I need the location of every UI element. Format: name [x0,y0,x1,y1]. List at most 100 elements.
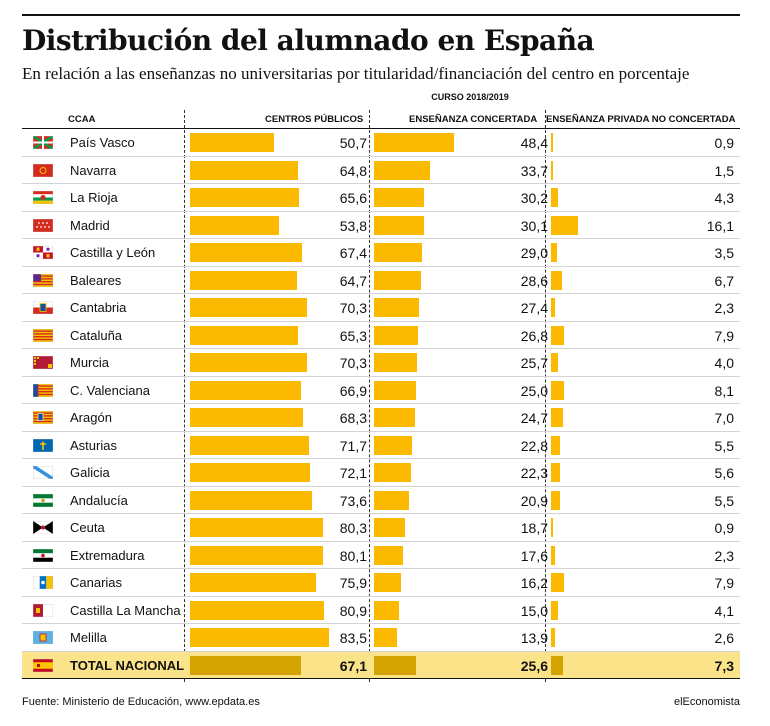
data-label-series-1: 29,0 [520,245,548,261]
region-name: País Vasco [70,135,135,150]
data-label-series-1: 30,1 [520,217,548,234]
melilla-flag-icon [33,631,53,644]
region-name: Canarias [70,575,123,590]
data-label-series-0: 67,1 [339,657,367,674]
table-row: Madrid 53,8 30,1 16,1 [22,212,740,239]
bar-series-2 [551,490,561,510]
bar-series-0 [190,353,307,372]
bar-series-1 [374,628,398,647]
aragon-flag-icon [33,411,53,424]
canarias-flag-icon [33,576,53,589]
table-row: Melilla 83,5 13,9 2,6 [22,624,740,652]
data-label-series-1: 27,4 [520,300,548,316]
table-row: Castilla La Mancha 80,9 15,0 4,1 [22,597,740,624]
data-label-series-2: 7,3 [714,657,734,674]
c-valenciana-flag-icon [33,383,53,397]
asturias-flag-icon [33,438,53,452]
data-label-series-1: 18,7 [520,520,548,536]
bar-series-0 [190,270,298,290]
bar-series-1 [374,160,430,180]
table-row: Navarra 64,8 33,7 1,5 [22,157,740,184]
bar-series-2 [551,463,561,482]
data-label-series-2: 5,5 [714,492,734,509]
data-label-series-1: 25,7 [520,355,548,371]
concertada-header: ENSEÑANZA CONCERTADA [409,114,538,125]
bar-series-0 [190,435,310,455]
data-label-series-1: 33,7 [520,162,548,179]
data-label-series-1: 22,8 [520,437,548,454]
bar-series-2 [551,655,564,675]
bar-series-1 [374,518,406,537]
data-label-series-2: 2,3 [714,547,734,564]
data-label-series-1: 28,6 [520,272,548,289]
bar-series-0 [190,545,323,565]
bar-series-2 [551,600,558,620]
madrid-flag-icon [33,218,53,232]
total-row: TOTAL NACIONAL 67,1 25,6 7,3 [22,651,740,679]
table-row: Cantabria 70,3 27,4 2,3 [22,294,740,322]
bar-series-1 [374,463,412,482]
bar-series-2 [551,188,559,207]
data-label-series-1: 30,2 [520,190,548,206]
publicos-header: CENTROS PÚBLICOS [265,114,364,125]
data-label-series-2: 7,9 [714,575,734,591]
bar-series-0 [190,298,307,317]
table-row: Andalucía 73,6 20,9 5,5 [22,487,740,514]
bar-series-1 [374,215,424,235]
data-label-series-0: 68,3 [339,410,367,426]
data-label-series-0: 53,8 [339,217,367,234]
bar-series-0 [190,573,316,592]
region-name: Cantabria [70,300,127,315]
bar-series-2 [551,243,557,262]
data-label-series-1: 16,2 [520,575,548,591]
data-label-series-0: 72,1 [339,465,367,481]
table-row: Cataluña 65,3 26,8 7,9 [22,322,740,349]
bar-series-1 [374,353,417,372]
privada-header: ENSEÑANZA PRIVADA NO CONCERTADA [546,114,736,125]
table-row: Aragón 68,3 24,7 7,0 [22,404,740,432]
region-name: Castilla y León [70,245,156,260]
data-label-series-2: 5,6 [714,465,734,481]
bar-series-2 [551,160,554,180]
bar-series-0 [190,215,280,235]
bar-series-2 [551,408,563,427]
data-label-series-2: 0,9 [714,520,734,536]
region-name: Navarra [70,162,117,178]
bar-series-2 [551,133,553,152]
region-name: Extremadura [70,547,145,563]
bar-series-1 [374,655,417,675]
bar-series-1 [374,545,404,565]
castilla-la-mancha-flag-icon [33,603,53,617]
table-row: País Vasco 50,7 48,4 0,9 [22,129,740,157]
data-label-series-0: 73,6 [339,492,367,509]
course-label: CURSO 2018/2019 [431,92,509,102]
bar-series-0 [190,628,329,647]
data-label-series-1: 25,6 [520,657,548,674]
data-label-series-0: 67,4 [339,245,367,261]
cataluna-flag-icon [33,328,53,342]
page-subtitle: En relación a las enseñanzas no universi… [22,64,690,83]
bar-series-1 [374,490,409,510]
bar-series-2 [551,298,555,317]
bar-series-2 [551,270,563,290]
data-label-series-2: 16,1 [706,217,734,234]
data-label-series-2: 5,5 [714,437,734,454]
data-label-series-1: 17,6 [520,547,548,564]
table-row: C. Valenciana 66,9 25,0 8,1 [22,377,740,404]
la-rioja-flag-icon [33,191,53,204]
bar-series-2 [551,628,556,647]
data-label-series-0: 70,3 [339,355,367,371]
region-name: Murcia [70,355,110,370]
bar-series-2 [551,573,565,592]
column-separator [369,110,370,682]
data-label-series-0: 50,7 [339,135,367,151]
bar-series-2 [551,435,561,455]
data-label-series-1: 25,0 [520,382,548,399]
bar-series-1 [374,188,425,207]
data-label-series-2: 2,3 [714,300,734,316]
region-name: Ceuta [70,520,105,535]
region-name: Castilla La Mancha [70,602,181,618]
bar-series-0 [190,600,325,620]
data-table: País Vasco 50,7 48,4 0,9 Navarra 64,8 33,7 1,5 L… [22,129,740,679]
region-name: Asturias [70,437,117,453]
